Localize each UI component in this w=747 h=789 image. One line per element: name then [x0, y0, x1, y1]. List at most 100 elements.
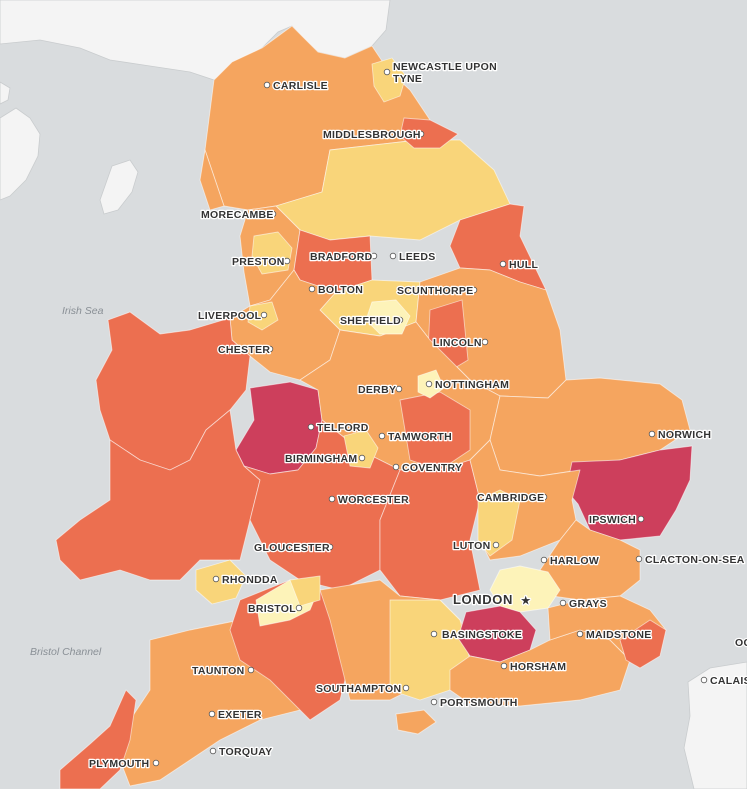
sheffield-marker[interactable] [396, 316, 404, 324]
coventry-marker[interactable] [392, 463, 400, 471]
cambridge-marker[interactable] [540, 493, 548, 501]
isle-of-man [99, 159, 139, 215]
region-preston[interactable] [251, 231, 293, 275]
lincoln-marker[interactable] [481, 338, 489, 346]
middlesbrough-marker[interactable] [417, 130, 425, 138]
luton-marker[interactable] [492, 541, 500, 549]
portsmouth-marker[interactable] [430, 698, 438, 706]
city-labels: NEWCASTLE UPON TYNE CARLISLE MIDDLESBROU… [88, 60, 747, 772]
telford-marker[interactable] [307, 423, 315, 431]
england-wales-regions[interactable] [55, 25, 693, 789]
region-isle-of-wight[interactable] [395, 709, 437, 735]
torquay-marker[interactable] [209, 747, 217, 755]
basingstoke-marker[interactable] [430, 630, 438, 638]
city-label-harlow: HARLOW [550, 555, 599, 567]
carlisle-marker[interactable] [263, 81, 271, 89]
region-rhondda-valleys[interactable] [195, 559, 247, 605]
bradford-marker[interactable] [370, 252, 378, 260]
city-label-ipswich: IPSWICH [589, 514, 636, 526]
city-label-norwich: NORWICH [658, 429, 711, 441]
worcester-marker[interactable] [328, 495, 336, 503]
birmingham-marker[interactable] [358, 454, 366, 462]
maidstone-marker[interactable] [576, 630, 584, 638]
region-gloucestershire[interactable] [289, 575, 321, 607]
region-leicestershire[interactable] [399, 391, 471, 471]
region-sheffield[interactable] [365, 299, 411, 335]
city-label-horsham: HORSHAM [510, 661, 566, 673]
london-star-icon: ★ [521, 595, 531, 607]
city-label-scunthorpe: SCUNTHORPE [397, 285, 474, 297]
southampton-marker[interactable] [402, 684, 410, 692]
horsham-marker[interactable] [500, 662, 508, 670]
norwich-marker[interactable] [648, 430, 656, 438]
calais-marker[interactable] [700, 676, 708, 684]
rhondda-marker[interactable] [212, 575, 220, 583]
city-label-telford: TELFORD [317, 422, 369, 434]
region-newcastle[interactable] [371, 57, 407, 103]
bristol-channel-label: Bristol Channel [30, 646, 102, 658]
preston-marker[interactable] [283, 257, 291, 265]
city-label-middlesbrough: MIDDLESBROUGH [323, 129, 421, 141]
city-label-coventry: COVENTRY [402, 462, 462, 474]
taunton-marker[interactable] [247, 666, 255, 674]
scunthorpe-marker[interactable] [470, 286, 478, 294]
liverpool-marker[interactable] [260, 311, 268, 319]
france-land [683, 661, 747, 789]
newcastle-marker[interactable] [383, 68, 391, 76]
city-label-basingstoke: BASINGSTOKE [442, 629, 522, 641]
city-label-clacton: CLACTON-ON-SEA [645, 554, 745, 566]
region-cornwall-west[interactable] [59, 689, 137, 789]
city-label-gloucester: GLOUCESTER [254, 542, 330, 554]
city-label-bradford: BRADFORD [310, 251, 373, 263]
city-label-chester: CHESTER [218, 344, 270, 356]
city-label-london: LONDON [453, 592, 513, 607]
city-label-hull: HULL [509, 259, 538, 271]
region-luton-herts[interactable] [477, 489, 521, 557]
clacton-marker[interactable] [635, 555, 643, 563]
city-label-torquay: TORQUAY [219, 746, 272, 758]
plymouth-marker[interactable] [152, 759, 160, 767]
city-label-tamworth: TAMWORTH [388, 431, 452, 443]
city-label-southampton: SOUTHAMPTON [316, 683, 401, 695]
region-oxfordshire-bucks[interactable] [379, 459, 481, 601]
bristol-marker[interactable] [295, 604, 303, 612]
leeds-marker[interactable] [389, 252, 397, 260]
ireland-land [0, 107, 41, 201]
city-label-sheffield: SHEFFIELD [340, 315, 401, 327]
harlow-marker[interactable] [540, 556, 548, 564]
region-kent-east[interactable] [619, 619, 667, 669]
region-wales-south[interactable] [55, 409, 261, 581]
morecambe-marker[interactable] [269, 210, 277, 218]
tamworth-marker[interactable] [378, 432, 386, 440]
city-label-carlisle: CARLISLE [273, 80, 328, 92]
bolton-marker[interactable] [308, 285, 316, 293]
region-suffolk[interactable] [565, 445, 693, 541]
derby-marker[interactable] [395, 385, 403, 393]
hull-marker[interactable] [499, 260, 507, 268]
chester-marker[interactable] [266, 345, 274, 353]
city-label-bolton: BOLTON [318, 284, 363, 296]
city-label-worcester: WORCESTER [338, 494, 409, 506]
city-label-maidstone: MAIDSTONE [586, 629, 652, 641]
city-label-grays: GRAYS [569, 598, 607, 610]
region-birmingham[interactable] [343, 429, 379, 469]
city-label-rhondda: RHONDDA [222, 574, 278, 586]
ipswich-marker[interactable] [637, 515, 645, 523]
region-middlesbrough[interactable] [399, 117, 459, 149]
city-label-calais: CALAIS [710, 675, 747, 687]
city-label-luton: LUTON [453, 540, 490, 552]
gloucester-marker[interactable] [326, 543, 334, 551]
city-label-newcastle-line1: NEWCASTLE UPON [393, 61, 497, 73]
irish-sea-label: Irish Sea [62, 305, 104, 317]
region-cumbria-coast[interactable] [199, 149, 225, 211]
city-label-cambridge: CAMBRIDGE [477, 492, 544, 504]
city-label-liverpool: LIVERPOOL [198, 310, 262, 322]
exeter-marker[interactable] [208, 710, 216, 718]
grays-marker[interactable] [559, 599, 567, 607]
city-label-exeter: EXETER [218, 709, 262, 721]
nottingham-marker[interactable] [425, 380, 433, 388]
city-label-portsmouth: PORTSMOUTH [440, 697, 518, 709]
